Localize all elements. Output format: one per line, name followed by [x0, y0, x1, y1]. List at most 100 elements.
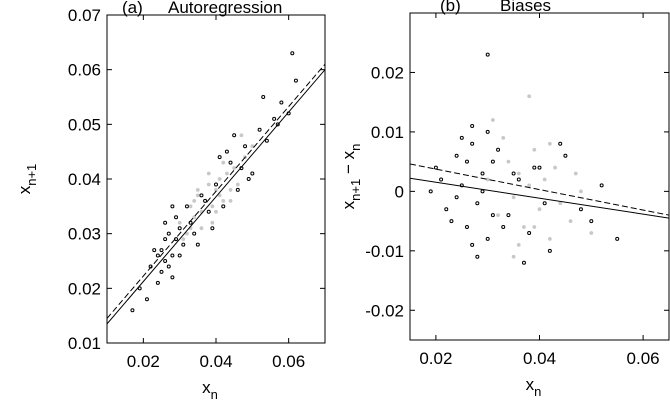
y-tick-label: 0.01 — [68, 334, 101, 353]
point — [257, 127, 262, 132]
point — [166, 231, 171, 236]
point — [490, 213, 495, 218]
point — [459, 135, 464, 140]
point — [511, 171, 516, 176]
point — [170, 253, 175, 258]
point — [480, 171, 485, 176]
panel-label: (b) — [440, 0, 461, 15]
point — [137, 286, 142, 291]
fit-line — [410, 163, 669, 216]
point — [547, 237, 552, 241]
point — [155, 253, 160, 258]
point — [573, 171, 578, 176]
y-tick-label: 0 — [395, 182, 404, 201]
point — [184, 204, 189, 209]
point — [506, 159, 511, 164]
point — [496, 147, 501, 152]
point — [501, 225, 506, 230]
point — [496, 213, 500, 218]
point — [235, 182, 240, 187]
point — [250, 171, 255, 176]
point — [250, 144, 255, 149]
point — [264, 138, 269, 143]
plot-area — [107, 51, 325, 325]
point — [217, 193, 222, 198]
y-tick-label: 0.05 — [68, 115, 101, 134]
point — [428, 189, 433, 194]
point — [224, 149, 229, 154]
fit-line — [107, 63, 325, 319]
subscript: n+1 — [348, 179, 363, 201]
point — [470, 141, 475, 146]
point — [537, 207, 542, 212]
point — [206, 182, 211, 187]
x-tick-label: 0.06 — [272, 352, 305, 371]
axes-frame — [409, 12, 670, 341]
point — [485, 177, 490, 182]
point — [433, 165, 438, 170]
y-tick-label: -0.02 — [365, 301, 404, 320]
point — [177, 226, 182, 231]
point — [199, 193, 204, 198]
point — [163, 259, 168, 263]
point — [195, 242, 200, 247]
point — [511, 195, 516, 200]
panel-label: (a) — [122, 0, 143, 17]
point — [464, 225, 469, 230]
x-tick-label: 0.06 — [627, 349, 660, 368]
point — [192, 231, 197, 236]
chart-title: Biases — [500, 0, 551, 15]
point — [246, 177, 251, 181]
point — [454, 153, 459, 158]
point — [475, 254, 480, 259]
point — [221, 204, 226, 209]
point — [490, 159, 495, 164]
point — [221, 198, 226, 203]
fit-line — [107, 69, 325, 325]
point — [542, 201, 547, 206]
point — [553, 165, 557, 170]
point — [516, 242, 521, 247]
plot-area — [410, 52, 669, 265]
point — [210, 220, 215, 225]
point — [185, 231, 189, 236]
point — [195, 193, 200, 198]
point — [188, 204, 193, 209]
point — [589, 219, 594, 224]
label-text: x — [526, 375, 535, 394]
label-text: − x — [339, 150, 358, 178]
point — [232, 166, 237, 170]
point — [206, 171, 211, 176]
label-text: x — [15, 185, 34, 194]
point — [501, 135, 506, 140]
subscript: n — [211, 387, 218, 402]
point — [174, 215, 179, 220]
point — [563, 153, 568, 158]
point — [228, 198, 233, 203]
point — [293, 78, 298, 83]
point — [228, 188, 233, 192]
point — [206, 209, 211, 214]
point — [177, 220, 182, 225]
point — [166, 264, 171, 269]
point — [558, 201, 563, 206]
x-axis-label: xn — [202, 378, 218, 402]
point — [449, 219, 454, 224]
y-tick-label: 0.07 — [68, 6, 101, 25]
y-axis-label: xn+1 − xn — [339, 144, 363, 210]
point — [527, 94, 532, 99]
point — [568, 219, 573, 223]
panel: (b) Biases 0.02 0.04 0.06 -0.02 -0.01 0 0.01 0.02… — [339, 0, 670, 399]
point — [181, 242, 186, 247]
point — [454, 195, 459, 200]
point — [490, 118, 495, 122]
y-tick-label: 0.01 — [371, 123, 404, 142]
fit-line — [410, 177, 669, 219]
point — [210, 226, 215, 231]
point — [170, 275, 175, 280]
panel: (a) Autoregression 0.02 0.04 0.06 0.01 0.02 0.0… — [15, 0, 326, 402]
point — [527, 230, 532, 235]
point — [159, 248, 164, 253]
point — [279, 100, 284, 105]
point — [181, 237, 186, 242]
